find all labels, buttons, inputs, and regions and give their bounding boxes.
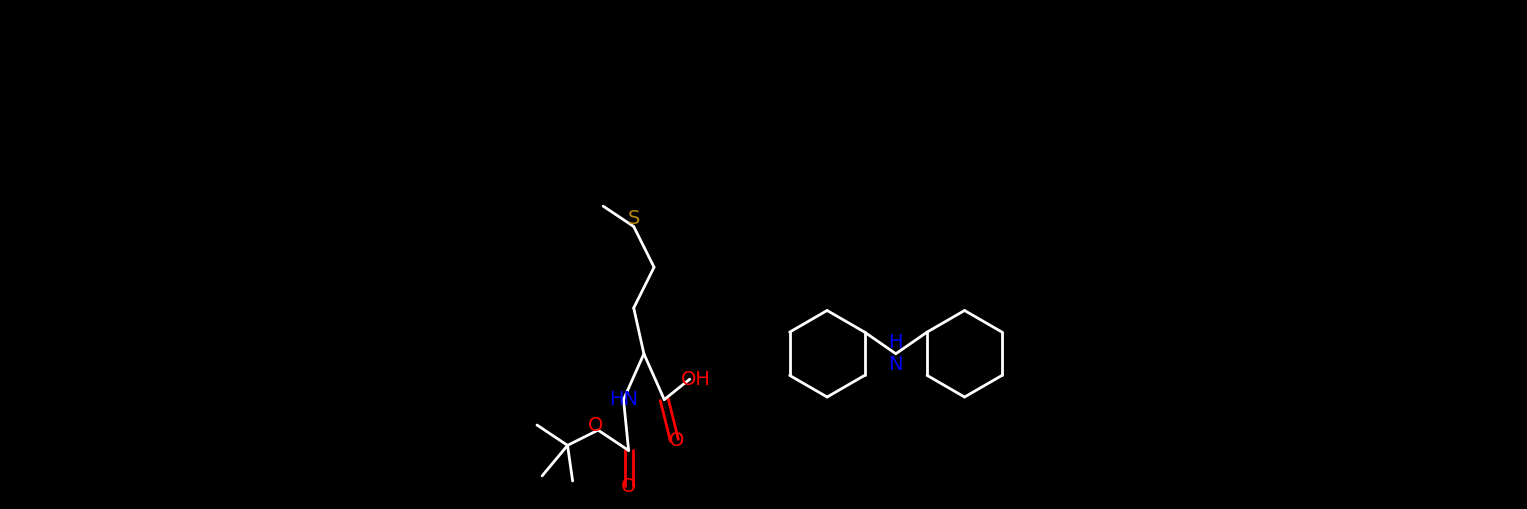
Text: HN: HN: [609, 390, 638, 409]
Text: OH: OH: [681, 370, 710, 389]
Text: O: O: [588, 415, 603, 435]
Text: O: O: [669, 431, 684, 450]
Text: S: S: [628, 209, 640, 229]
Text: O: O: [621, 476, 637, 496]
Text: H
N: H N: [889, 333, 902, 374]
